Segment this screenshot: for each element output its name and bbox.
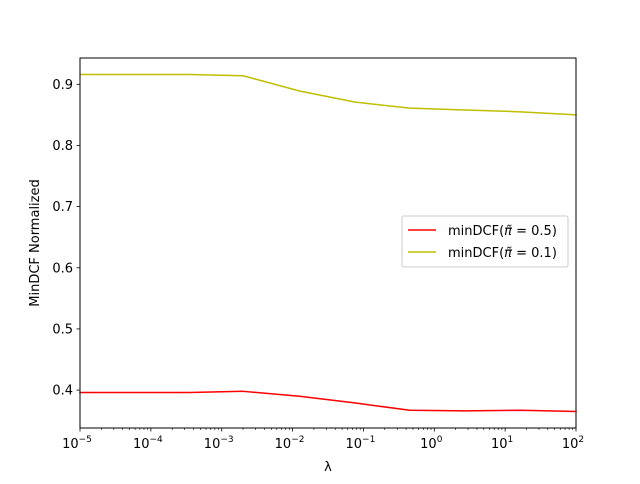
legend: minDCF(π̃ = 0.5) minDCF(π̃ = 0.1)	[401, 215, 569, 268]
y-axis: 0.4 0.5 0.6 0.7 0.8 0.9	[52, 78, 80, 399]
y-tick-label: 0.4	[52, 384, 73, 399]
y-tick-label: 0.8	[52, 139, 73, 154]
y-axis-label: MinDCF Normalized	[28, 179, 43, 307]
legend-label-2: minDCF(π̃ = 0.1)	[448, 246, 557, 261]
series-line-1	[79, 390, 577, 413]
series-line-2	[79, 73, 577, 116]
y-tick-label: 0.9	[52, 78, 73, 93]
y-tick-label: 0.5	[52, 322, 73, 337]
plot-frame	[79, 57, 577, 429]
legend-label-1: minDCF(π̃ = 0.5)	[448, 224, 557, 239]
x-axis-label: λ	[324, 460, 332, 475]
legend-box	[401, 215, 569, 268]
series-layer	[79, 73, 577, 413]
y-tick-label: 0.6	[52, 261, 73, 276]
y-tick-label: 0.7	[52, 200, 73, 215]
